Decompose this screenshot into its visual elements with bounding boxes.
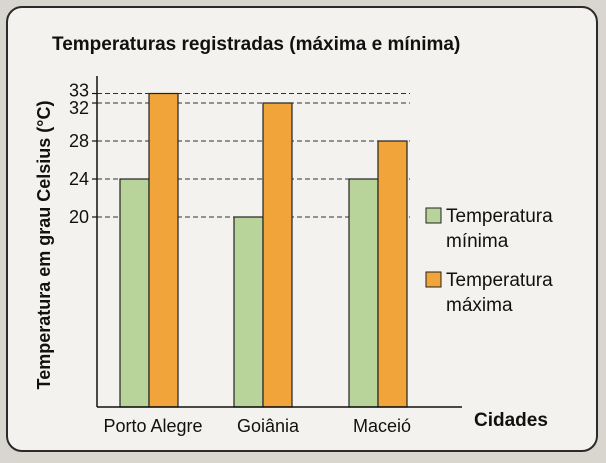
legend-swatch-min [425,207,442,224]
bar-min-porto-alegre [119,178,150,408]
chart-frame [6,6,598,452]
legend: Temperatura mínima Temperatura máxima [425,206,553,316]
x-tick-goiânia: Goiânia [237,416,300,436]
y-axis-label: Temperatura em grau Celsius (°C) [34,101,54,390]
y-tick-24: 24 [69,169,89,189]
axes [92,76,462,408]
legend-swatch-max [425,271,442,288]
x-tick-labels: Porto Alegre Goiânia Maceió [103,416,411,436]
bar-min-goiânia [233,216,264,408]
x-tick-porto-alegre: Porto Alegre [103,416,202,436]
x-axis-label: Cidades [474,410,548,431]
bar-max-maceió [377,140,408,408]
legend-label-max: Temperatura máxima [446,270,553,316]
y-tick-28: 28 [69,131,89,151]
bar-min-maceió [348,178,379,408]
legend-label-min: Temperatura mínima [446,206,553,252]
y-tick-20: 20 [69,207,89,227]
y-tick-32: 32 [69,98,89,118]
chart-title: Temperaturas registradas (máxima e mínim… [52,34,460,55]
bars [119,92,408,408]
y-tick-33: 33 [69,81,89,101]
bar-max-goiânia [262,102,293,408]
x-tick-maceió: Maceió [353,416,411,436]
bar-max-porto-alegre [148,92,179,408]
